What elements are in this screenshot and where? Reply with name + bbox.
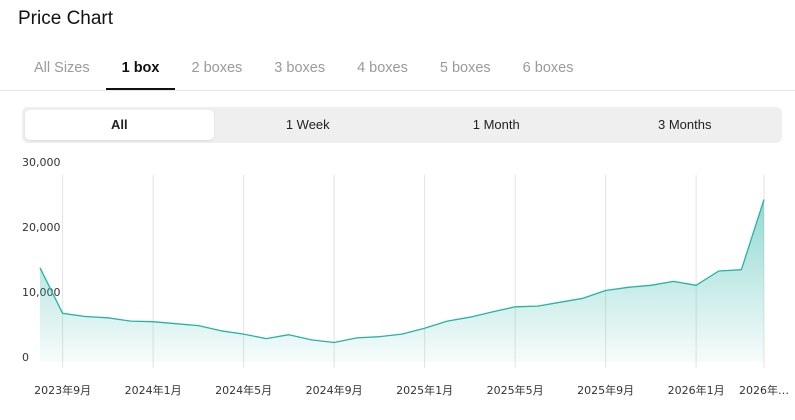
x-tick-label: 2024年9月: [306, 383, 363, 397]
page-title: Price Chart: [18, 8, 114, 29]
size-tab[interactable]: All Sizes: [34, 60, 90, 76]
x-tick-label: 2024年5月: [215, 383, 272, 397]
period-tab[interactable]: 3 Months: [658, 117, 712, 132]
x-tick-label: 2025年1月: [396, 383, 453, 397]
x-tick-label: 2023年9月: [34, 383, 91, 397]
size-tabs: All Sizes 1 box 2 boxes 3 boxes 4 boxes 5 box…: [18, 50, 589, 90]
x-tick-label: 2025年5月: [487, 383, 544, 397]
size-tab[interactable]: 5 boxes: [439, 60, 491, 76]
y-tick-label: 30,000: [22, 156, 61, 169]
size-tab[interactable]: 4 boxes: [357, 60, 408, 76]
price-area: [40, 199, 764, 362]
divider: [0, 90, 795, 91]
x-tick-label: 2026年…: [739, 383, 789, 397]
y-tick-label: 0: [22, 351, 29, 364]
x-tick-label: 2026年1月: [668, 383, 725, 397]
period-tab[interactable]: 1 Month: [472, 117, 520, 132]
size-tab[interactable]: 3 boxes: [274, 60, 326, 76]
size-tab[interactable]: 6 boxes: [522, 60, 574, 76]
size-tab[interactable]: 1 box: [105, 50, 176, 90]
x-tick-label: 2024年1月: [125, 383, 182, 397]
period-tab[interactable]: All: [25, 110, 214, 140]
y-tick-label: 20,000: [22, 221, 61, 234]
price-line: [39, 199, 765, 344]
period-tabs: All 1 Week 1 Month 3 Months: [22, 107, 782, 143]
size-tab[interactable]: 2 boxes: [191, 60, 243, 76]
period-tab[interactable]: 1 Week: [285, 117, 330, 132]
price-chart: 010,00020,00030,0002023年9月2024年1月2024年5月…: [22, 156, 789, 397]
x-tick-label: 2025年9月: [577, 383, 634, 397]
